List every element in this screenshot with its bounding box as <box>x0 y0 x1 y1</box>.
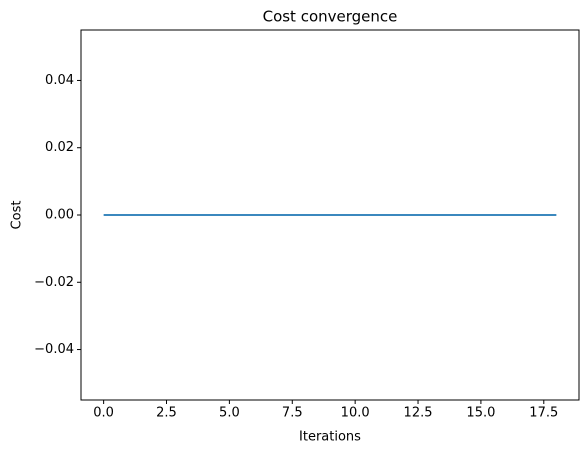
x-tick-label: 2.5 <box>156 406 177 421</box>
y-tick-label: 0.04 <box>45 73 74 88</box>
plot-frame <box>80 29 580 401</box>
x-tick-label: 5.0 <box>219 406 240 421</box>
x-tick-label: 12.5 <box>404 406 433 421</box>
y-tick-label: −0.04 <box>34 342 74 357</box>
x-tick-label: 17.5 <box>529 406 558 421</box>
x-tick-label: 7.5 <box>282 406 303 421</box>
y-tick-label: −0.02 <box>34 275 74 290</box>
y-tick-label: 0.00 <box>45 208 74 223</box>
x-tick-label: 0.0 <box>93 406 114 421</box>
y-axis-label: Cost <box>10 201 25 230</box>
x-tick-label: 10.0 <box>341 406 370 421</box>
x-axis-label: Iterations <box>299 430 361 445</box>
y-tick-label: 0.02 <box>45 140 74 155</box>
chart-title: Cost convergence <box>263 8 398 26</box>
x-tick-label: 15.0 <box>466 406 495 421</box>
